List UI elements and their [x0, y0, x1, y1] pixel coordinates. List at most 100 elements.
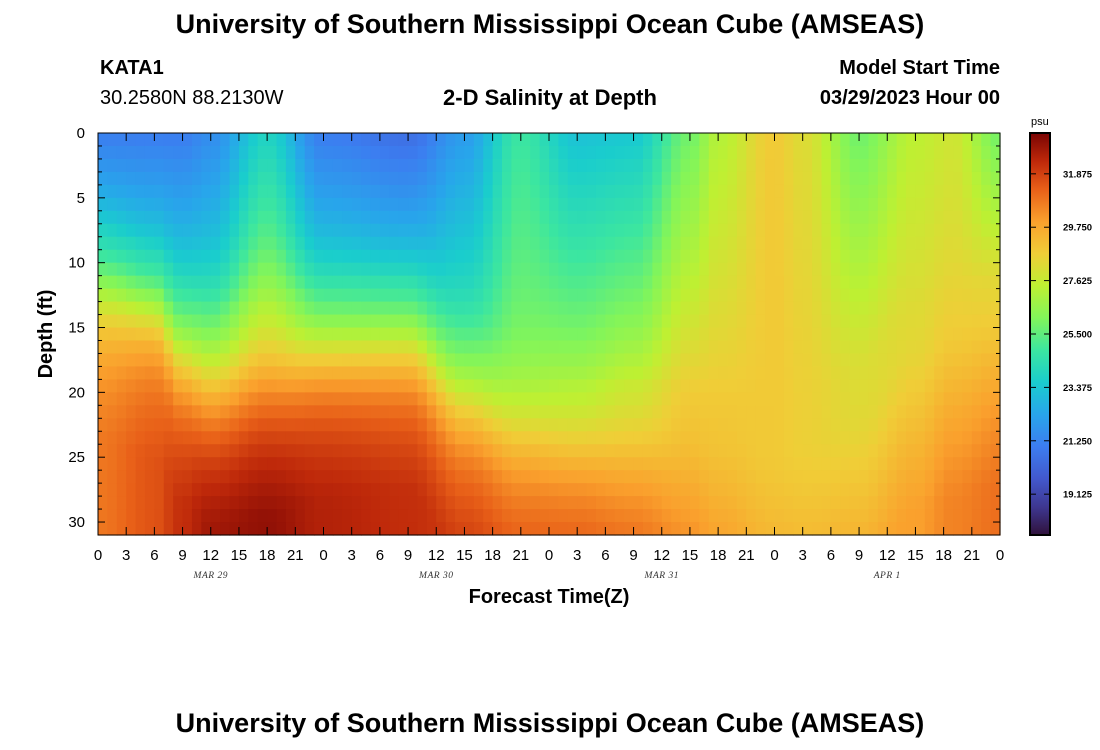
heatmap-cell: [746, 133, 757, 147]
heatmap-cell: [492, 133, 503, 147]
heatmap-cell: [567, 379, 578, 393]
y-axis-title: Depth (ft): [35, 290, 57, 379]
heatmap-cell: [210, 158, 221, 173]
heatmap-cell: [511, 249, 522, 264]
heatmap-cell: [182, 236, 193, 251]
heatmap-cell: [511, 379, 522, 393]
heatmap-cell: [971, 496, 982, 510]
heatmap-cell: [868, 327, 879, 342]
heatmap-cell: [144, 236, 155, 251]
heatmap-cell: [144, 379, 155, 393]
heatmap-cell: [389, 236, 400, 251]
heatmap-cell: [220, 444, 231, 458]
heatmap-cell: [323, 249, 334, 264]
heatmap-cell: [332, 496, 343, 510]
heatmap-cell: [107, 496, 118, 510]
heatmap-cell: [154, 158, 165, 173]
heatmap-cell: [361, 171, 372, 186]
heatmap-cell: [332, 405, 343, 419]
heatmap-cell: [558, 158, 569, 173]
heatmap-cell: [802, 301, 813, 316]
heatmap-cell: [520, 470, 531, 484]
heatmap-cell: [238, 405, 249, 419]
heatmap-cell: [896, 418, 907, 432]
heatmap-cell: [830, 340, 841, 355]
heatmap-cell: [708, 470, 719, 484]
heatmap-cell: [483, 340, 494, 355]
heatmap-cell: [736, 340, 747, 355]
heatmap-cell: [379, 418, 390, 432]
heatmap-cell: [783, 366, 794, 380]
heatmap-cell: [107, 470, 118, 484]
heatmap-cell: [661, 431, 672, 445]
heatmap-cell: [154, 418, 165, 432]
heatmap-cell: [332, 522, 343, 536]
heatmap-cell: [135, 262, 146, 277]
heatmap-cell: [962, 509, 973, 523]
heatmap-cell: [840, 444, 851, 458]
heatmap-cell: [98, 509, 108, 523]
heatmap-cell: [154, 353, 165, 368]
heatmap-cell: [586, 379, 597, 393]
heatmap-cell: [943, 379, 954, 393]
heatmap-cell: [483, 184, 494, 199]
heatmap-cell: [502, 353, 513, 368]
heatmap-cell: [417, 496, 428, 510]
heatmap-cell: [633, 288, 644, 303]
heatmap-cell: [765, 405, 776, 419]
heatmap-cell: [812, 314, 823, 329]
heatmap-cell: [981, 340, 992, 355]
heatmap-cell: [436, 509, 447, 523]
heatmap-cell: [605, 483, 616, 497]
heatmap-cell: [389, 223, 400, 238]
heatmap-cell: [624, 496, 635, 510]
heatmap-cell: [586, 262, 597, 277]
heatmap-cell: [981, 288, 992, 303]
heatmap-cell: [558, 431, 569, 445]
heatmap-cell: [859, 366, 870, 380]
heatmap-cell: [689, 301, 700, 316]
heatmap-cell: [351, 509, 362, 523]
heatmap-cell: [530, 353, 541, 368]
heatmap-cell: [210, 496, 221, 510]
heatmap-cell: [661, 184, 672, 199]
heatmap-cell: [173, 340, 184, 355]
heatmap-cell: [201, 418, 212, 432]
heatmap-cell: [953, 483, 964, 497]
heatmap-cell: [765, 431, 776, 445]
heatmap-cell: [163, 392, 174, 406]
heatmap-cell: [520, 405, 531, 419]
heatmap-cell: [379, 379, 390, 393]
heatmap-cell: [924, 431, 935, 445]
heatmap-cell: [144, 184, 155, 199]
heatmap-cell: [765, 379, 776, 393]
heatmap-cell: [934, 249, 945, 264]
heatmap-cell: [126, 353, 137, 368]
heatmap-cell: [765, 314, 776, 329]
heatmap-cell: [511, 210, 522, 225]
heatmap-cell: [558, 509, 569, 523]
heatmap-cell: [229, 262, 240, 277]
heatmap-cell: [577, 314, 588, 329]
heatmap-cell: [455, 392, 466, 406]
heatmap-cell: [304, 327, 315, 342]
heatmap-cell: [633, 379, 644, 393]
heatmap-cell: [661, 379, 672, 393]
heatmap-cell: [276, 496, 287, 510]
heatmap-cell: [840, 145, 851, 160]
heatmap-cell: [445, 457, 456, 471]
heatmap-cell: [464, 457, 475, 471]
heatmap-cell: [821, 184, 832, 199]
heatmap-cell: [285, 340, 296, 355]
heatmap-cell: [887, 366, 898, 380]
heatmap-cell: [849, 509, 860, 523]
heatmap-cell: [276, 353, 287, 368]
heatmap-cell: [370, 418, 381, 432]
heatmap-cell: [135, 457, 146, 471]
heatmap-cell: [520, 249, 531, 264]
heatmap-cell: [849, 275, 860, 290]
heatmap-cell: [633, 509, 644, 523]
heatmap-cell: [464, 236, 475, 251]
heatmap-cell: [342, 197, 353, 212]
heatmap-cell: [342, 288, 353, 303]
